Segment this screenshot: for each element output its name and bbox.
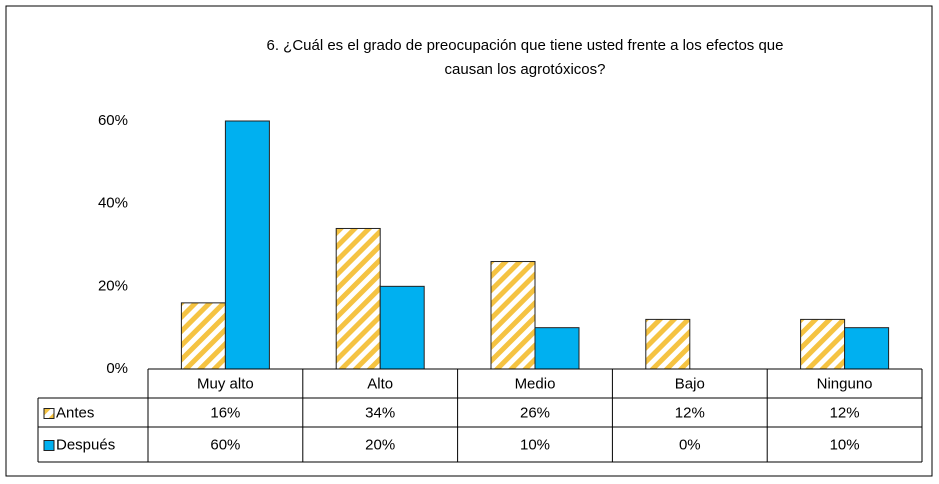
data-label: 10%	[830, 436, 860, 453]
data-label: 20%	[365, 436, 395, 453]
bar	[379, 285, 425, 370]
bar	[335, 227, 381, 370]
y-tick-label: 0%	[106, 360, 128, 377]
data-label: 60%	[210, 436, 240, 453]
data-label: 12%	[675, 404, 705, 421]
bar	[180, 302, 226, 370]
x-tick-label: Alto	[367, 375, 393, 392]
y-tick-label: 20%	[98, 277, 128, 294]
legend-label: Después	[56, 436, 115, 453]
data-label: 0%	[679, 436, 701, 453]
legend-key	[43, 440, 55, 451]
data-label: 10%	[520, 436, 550, 453]
x-tick-label: Bajo	[675, 375, 705, 392]
bar	[224, 120, 270, 370]
chart-border	[5, 5, 933, 477]
bar	[534, 327, 580, 370]
chart-title: 6. ¿Cuál es el grado de preocupación que…	[266, 37, 783, 54]
bar	[800, 318, 846, 370]
bar	[844, 327, 890, 370]
bar	[490, 261, 536, 370]
data-label: 12%	[830, 404, 860, 421]
chart-title: causan los agrotóxicos?	[445, 61, 606, 78]
data-label: 26%	[520, 404, 550, 421]
legend-label: Antes	[56, 404, 94, 421]
data-label: 34%	[365, 404, 395, 421]
y-tick-label: 60%	[98, 112, 128, 129]
data-label: 16%	[210, 404, 240, 421]
legend-key	[43, 408, 55, 419]
x-tick-label: Ninguno	[817, 375, 873, 392]
x-tick-label: Muy alto	[197, 375, 254, 392]
x-tick-label: Medio	[515, 375, 556, 392]
bar	[645, 318, 691, 370]
y-tick-label: 40%	[98, 195, 128, 212]
